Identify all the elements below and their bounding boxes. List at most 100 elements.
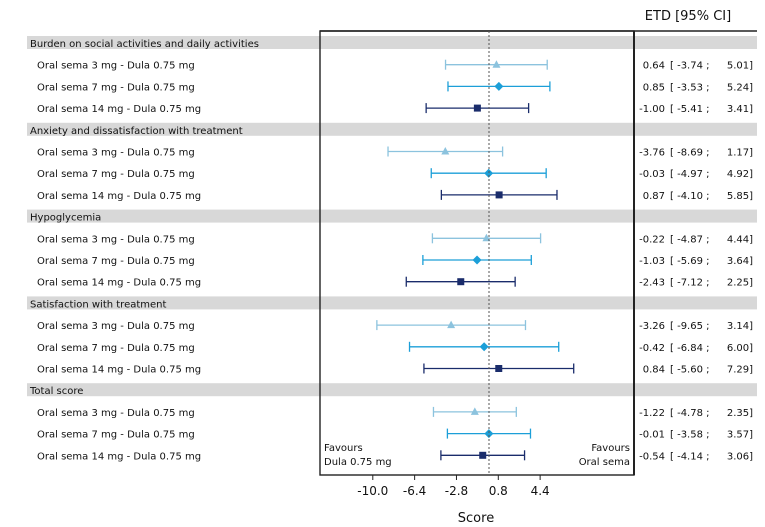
etd-ci-low: [ -4.97 ; (670, 169, 710, 180)
etd-ci-low: [ -4.87 ; (670, 234, 710, 245)
group-band (27, 383, 757, 397)
etd-estimate: -1.22 (639, 408, 665, 419)
group-band (27, 36, 757, 49)
etd-ci-high: 3.41] (727, 104, 753, 115)
favours-left-line1: Favours (324, 443, 363, 454)
etd-ci-high: 3.14] (727, 321, 753, 332)
row-label: Oral sema 14 mg - Dula 0.75 mg (37, 451, 201, 462)
etd-ci-high: 4.44] (727, 234, 753, 245)
etd-ci-high: 7.29] (727, 365, 753, 376)
row-label: Oral sema 7 mg - Dula 0.75 mg (37, 82, 195, 93)
row-label: Oral sema 3 mg - Dula 0.75 mg (37, 408, 195, 419)
row-label: Oral sema 3 mg - Dula 0.75 mg (37, 148, 195, 159)
frame-layer (319, 30, 757, 480)
favours-right-line1: Favours (591, 443, 630, 454)
text-layer: ETD [95% CI] Favours Dula 0.75 mg Favour… (29, 9, 753, 526)
etd-ci-low: [ -5.60 ; (670, 365, 710, 376)
etd-estimate: -1.00 (639, 104, 665, 115)
point-estimate-square (495, 365, 503, 372)
etd-ci-high: 5.85] (727, 191, 753, 202)
header-etd: ETD [95% CI] (645, 9, 731, 24)
etd-estimate: 0.85 (643, 82, 665, 93)
etd-estimate: -0.01 (639, 430, 665, 441)
etd-estimate: -3.76 (639, 148, 665, 159)
etd-estimate: -1.03 (639, 256, 665, 267)
plot-frame (319, 30, 635, 476)
x-axis-label: Score (458, 511, 494, 526)
etd-ci-high: 2.35] (727, 408, 753, 419)
etd-ci-low: [ -3.58 ; (670, 430, 710, 441)
etd-ci-low: [ -4.10 ; (670, 191, 710, 202)
etd-ci-high: 5.01] (727, 61, 753, 72)
x-tick-label: -6.4 (403, 484, 426, 498)
etd-estimate: -0.54 (639, 451, 665, 462)
point-estimate-diamond (479, 342, 489, 352)
x-tick-label: 4.4 (531, 484, 550, 498)
point-estimate-diamond (472, 255, 482, 265)
point-estimate-triangle (447, 320, 456, 329)
etd-ci-high: 5.24] (727, 82, 753, 93)
x-tick-label: 0.8 (489, 484, 508, 498)
etd-ci-low: [ -7.12 ; (670, 278, 710, 289)
x-tick-label: -2.8 (445, 484, 468, 498)
row-label: Oral sema 14 mg - Dula 0.75 mg (37, 191, 201, 202)
etd-ci-low: [ -9.65 ; (670, 321, 710, 332)
etd-ci-high: 3.57] (727, 430, 753, 441)
row-label: Oral sema 7 mg - Dula 0.75 mg (37, 430, 195, 441)
group-label: Satisfaction with treatment (30, 299, 167, 310)
etd-estimate: -3.26 (639, 321, 665, 332)
group-band (27, 122, 757, 136)
etd-ci-high: 1.17] (727, 148, 753, 159)
etd-ci-high: 3.06] (727, 451, 753, 462)
etd-ci-low: [ -4.78 ; (670, 408, 710, 419)
etd-estimate: -0.03 (639, 169, 665, 180)
etd-estimate: 0.84 (643, 365, 665, 376)
favours-left-line2: Dula 0.75 mg (324, 457, 392, 468)
etd-ci-high: 6.00] (727, 343, 753, 354)
etd-ci-high: 2.25] (727, 278, 753, 289)
etd-ci-low: [ -3.53 ; (670, 82, 710, 93)
point-estimate-square (479, 451, 487, 459)
etd-estimate: -0.42 (639, 343, 665, 354)
etd-ci-high: 3.64] (727, 256, 753, 267)
favours-right-line2: Oral sema (579, 457, 630, 468)
group-bands-layer (27, 36, 757, 397)
x-tick-label: -10.0 (357, 484, 388, 498)
point-estimate-diamond (494, 81, 504, 91)
row-label: Oral sema 7 mg - Dula 0.75 mg (37, 169, 195, 180)
point-estimate-square (457, 278, 465, 286)
etd-estimate: 0.64 (643, 61, 665, 72)
group-band (27, 209, 757, 223)
point-estimate-triangle (470, 407, 479, 415)
point-estimate-square (473, 104, 481, 112)
point-estimate-triangle (492, 60, 501, 68)
etd-estimate: -0.22 (639, 234, 665, 245)
row-label: Oral sema 14 mg - Dula 0.75 mg (37, 365, 201, 376)
group-label: Burden on social activities and daily ac… (30, 39, 259, 50)
group-label: Total score (29, 386, 83, 397)
etd-ci-high: 4.92] (727, 169, 753, 180)
row-label: Oral sema 3 mg - Dula 0.75 mg (37, 234, 195, 245)
etd-ci-low: [ -8.69 ; (670, 148, 710, 159)
point-estimate-square (495, 191, 503, 199)
row-label: Oral sema 14 mg - Dula 0.75 mg (37, 278, 201, 289)
row-label: Oral sema 7 mg - Dula 0.75 mg (37, 256, 195, 267)
group-band (27, 296, 757, 310)
etd-ci-low: [ -3.74 ; (670, 61, 710, 72)
marks-layer (376, 31, 575, 475)
point-estimate-triangle (441, 147, 450, 155)
row-label: Oral sema 14 mg - Dula 0.75 mg (37, 104, 201, 115)
row-label: Oral sema 3 mg - Dula 0.75 mg (37, 61, 195, 72)
group-label: Anxiety and dissatisfaction with treatme… (30, 126, 243, 137)
etd-estimate: -2.43 (639, 278, 665, 289)
etd-ci-low: [ -5.41 ; (670, 104, 710, 115)
etd-ci-low: [ -4.14 ; (670, 451, 710, 462)
point-estimate-diamond (484, 429, 494, 439)
etd-estimate: 0.87 (643, 191, 665, 202)
group-label: Hypoglycemia (30, 213, 101, 224)
etd-ci-low: [ -5.69 ; (670, 256, 710, 267)
row-label: Oral sema 3 mg - Dula 0.75 mg (37, 321, 195, 332)
row-label: Oral sema 7 mg - Dula 0.75 mg (37, 343, 195, 354)
etd-ci-low: [ -6.84 ; (670, 343, 710, 354)
